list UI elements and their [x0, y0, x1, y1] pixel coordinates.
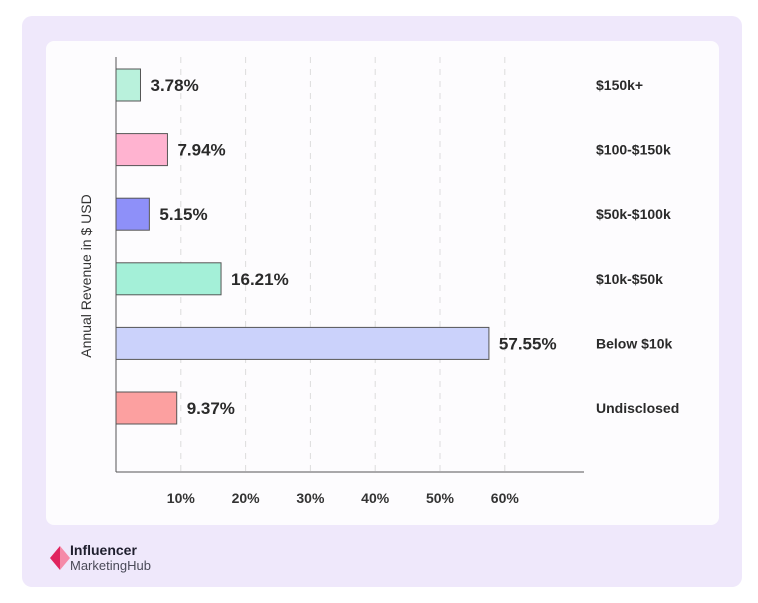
x-tick-label: 60% [491, 490, 520, 506]
x-tick-label: 40% [361, 490, 390, 506]
category-label: $10k-$50k [596, 271, 663, 287]
x-tick-label: 30% [296, 490, 325, 506]
bar [115, 262, 222, 296]
bar [115, 133, 168, 167]
category-label: $150k+ [596, 77, 643, 93]
data-label: 9.37% [187, 399, 235, 418]
brand-logo: Influencer MarketingHub [50, 542, 151, 573]
bars: 3.78% 7.94% 5.15% 16.21% 57.55% 9.37% [115, 68, 557, 425]
category-label: $50k-$100k [596, 206, 671, 222]
bar [115, 391, 178, 425]
x-tick-label: 50% [426, 490, 455, 506]
y-axis-label: Annual Revenue in $ USD [78, 194, 94, 357]
brand-mark-icon [50, 546, 70, 570]
axes [115, 57, 584, 473]
bar [115, 197, 150, 231]
x-tick-label: 10% [167, 490, 196, 506]
category-label: Below $10k [596, 335, 672, 351]
category-labels: $150k+ $100-$150k $50k-$100k $10k-$50k Below… [596, 77, 679, 416]
data-label: 3.78% [150, 76, 198, 95]
brand-line-1: Influencer [70, 542, 137, 558]
data-label: 7.94% [177, 141, 225, 160]
bar [115, 68, 141, 102]
data-label: 5.15% [159, 205, 207, 224]
x-tick-label: 20% [232, 490, 261, 506]
category-label: Undisclosed [596, 400, 679, 416]
data-label: 16.21% [231, 270, 289, 289]
brand-line-2: MarketingHub [70, 558, 151, 573]
category-label: $100-$150k [596, 142, 671, 158]
x-tick-labels: 10% 20% 30% 40% 50% 60% [167, 490, 520, 506]
data-label: 57.55% [499, 334, 557, 353]
bar [115, 326, 490, 360]
